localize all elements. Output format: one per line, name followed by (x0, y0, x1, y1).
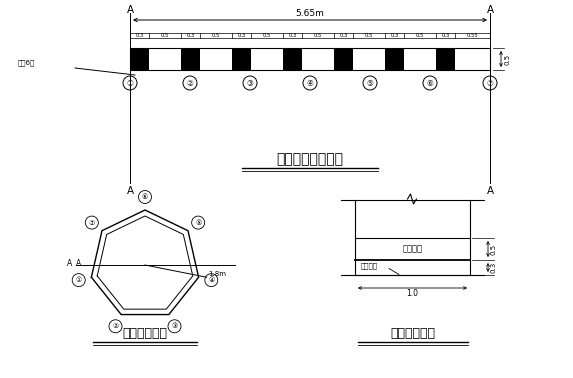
Text: 0.55: 0.55 (466, 33, 478, 38)
Bar (283, 48, 302, 70)
Text: 0.5: 0.5 (365, 33, 373, 38)
Text: 0.5: 0.5 (212, 33, 220, 38)
Text: 0.3: 0.3 (288, 33, 297, 38)
Text: A: A (486, 5, 493, 15)
Text: 5.65m: 5.65m (296, 9, 324, 18)
Text: ②: ② (187, 79, 194, 87)
Bar (251, 48, 283, 70)
Bar (436, 48, 455, 70)
Text: A: A (486, 186, 493, 196)
Text: ⑤: ⑤ (195, 220, 201, 226)
Text: 1.8m: 1.8m (209, 271, 226, 277)
Text: 0.5: 0.5 (504, 53, 510, 65)
Text: A: A (127, 5, 134, 15)
Text: 0.5: 0.5 (491, 243, 497, 254)
Text: 1.0: 1.0 (406, 289, 418, 298)
Text: 0.3: 0.3 (491, 262, 497, 273)
Text: ①: ① (76, 277, 82, 283)
Bar (334, 48, 353, 70)
Bar (302, 48, 334, 70)
Bar (130, 48, 490, 70)
Bar (181, 48, 200, 70)
Text: 0.3: 0.3 (186, 33, 195, 38)
Text: ⑤: ⑤ (367, 79, 374, 87)
Text: 0.3: 0.3 (237, 33, 246, 38)
Text: 开孔区域: 开孔区域 (402, 245, 422, 254)
Text: ①: ① (127, 79, 134, 87)
Text: ⑥: ⑥ (426, 79, 433, 87)
Bar (149, 48, 181, 70)
Text: ③: ③ (246, 79, 253, 87)
Text: A: A (76, 260, 81, 268)
Text: ⑥: ⑥ (142, 194, 148, 200)
Text: 0.3: 0.3 (135, 33, 144, 38)
Text: 0.3: 0.3 (441, 33, 450, 38)
Text: 钢护筒开孔示意图: 钢护筒开孔示意图 (277, 152, 343, 166)
Text: 0.5: 0.5 (416, 33, 424, 38)
Text: 钢护筒底: 钢护筒底 (361, 262, 378, 269)
Bar (455, 48, 490, 70)
Text: 0.3: 0.3 (339, 33, 348, 38)
Text: ⑦: ⑦ (486, 79, 493, 87)
Bar (353, 48, 385, 70)
Bar (200, 48, 232, 70)
Text: 开孔6里: 开孔6里 (18, 59, 36, 66)
Bar (130, 48, 149, 70)
Text: ③: ③ (171, 323, 178, 329)
Text: 0.5: 0.5 (263, 33, 271, 38)
Text: ④: ④ (307, 79, 313, 87)
Text: A: A (127, 186, 134, 196)
Text: 0.5: 0.5 (161, 33, 169, 38)
Text: ⑦: ⑦ (89, 220, 95, 226)
Text: ②: ② (112, 323, 119, 329)
Text: 0.3: 0.3 (390, 33, 399, 38)
Text: 钢护筒侧视图: 钢护筒侧视图 (390, 327, 435, 340)
Text: 钢护筒俯视图: 钢护筒俯视图 (123, 327, 167, 340)
Text: 0.5: 0.5 (314, 33, 322, 38)
Text: A: A (68, 260, 73, 268)
Bar (385, 48, 404, 70)
Text: ④: ④ (208, 277, 214, 283)
Bar (404, 48, 436, 70)
Bar (232, 48, 251, 70)
